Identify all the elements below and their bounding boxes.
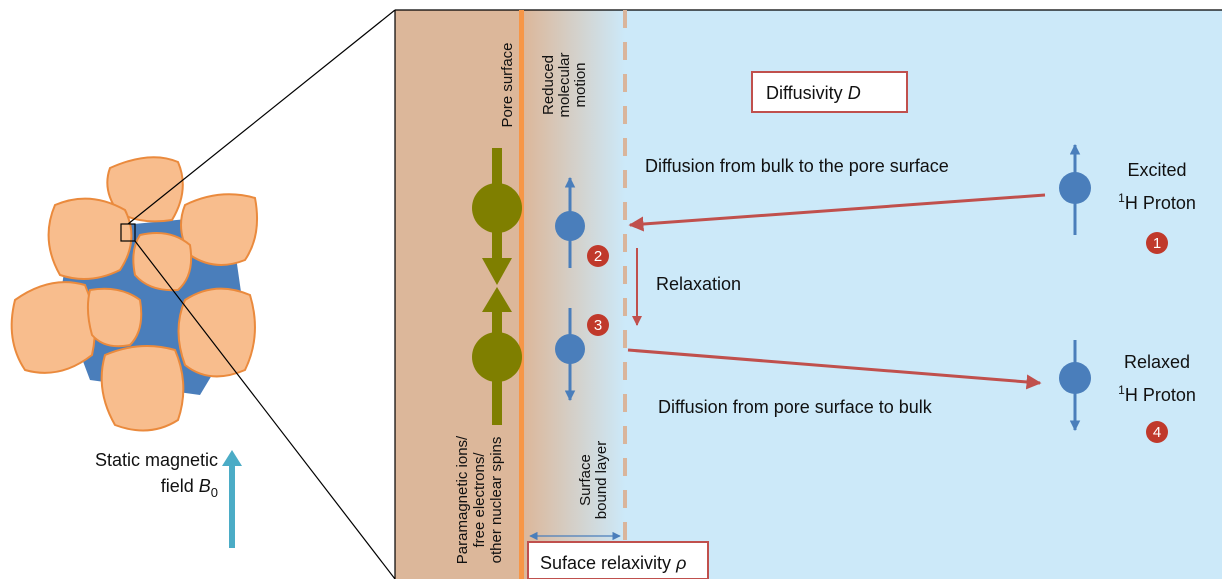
diagram: Static magnetic field B0 Pore surface Re… <box>0 0 1222 579</box>
shape <box>179 289 255 377</box>
paramagnetic-label: free electrons/ <box>471 452 488 548</box>
paramagnetic-label: other nuclear spins <box>488 437 505 564</box>
field-arrow-head <box>222 450 242 466</box>
pore-surface-label: Pore surface <box>499 42 516 127</box>
text-part: D <box>848 83 861 103</box>
diffusivity-label: Diffusivity D <box>766 83 861 103</box>
shape <box>1059 362 1091 394</box>
shape <box>555 334 585 364</box>
relaxed-label: Relaxed <box>1124 352 1190 372</box>
text-part: 0 <box>211 485 218 500</box>
shape <box>555 211 585 241</box>
diffusion-out-label: Diffusion from pore surface to bulk <box>658 397 933 417</box>
reduced-label: Reduced <box>540 55 557 115</box>
surface-layer-label: Surface <box>577 454 594 506</box>
shape <box>12 282 95 373</box>
text-part: Suface relaxivity <box>540 553 671 573</box>
reduced-label: molecular <box>556 52 573 117</box>
paramagnetic-label: Paramagnetic ions/ <box>454 435 471 564</box>
step-number: 4 <box>1153 424 1161 441</box>
text-part: field <box>161 476 194 496</box>
step-number: 2 <box>594 248 602 265</box>
shape <box>472 183 522 233</box>
text-part: ρ <box>675 553 686 573</box>
relaxivity-label: Suface relaxivity ρ <box>540 553 686 573</box>
shape <box>49 199 132 279</box>
shape <box>133 233 191 290</box>
text-part: H Proton <box>1125 385 1196 405</box>
relaxation-label: Relaxation <box>656 274 741 294</box>
text-part: B <box>199 476 211 496</box>
pore-wall <box>519 10 524 579</box>
text-part: H Proton <box>1125 193 1196 213</box>
surface-layer-label: bound layer <box>593 441 610 519</box>
shape <box>472 332 522 382</box>
step-number: 3 <box>594 317 602 334</box>
shape <box>88 289 141 347</box>
shape <box>1059 172 1091 204</box>
reduced-label: motion <box>572 62 589 107</box>
field-label: Static magnetic <box>95 450 218 470</box>
shape <box>128 10 395 224</box>
text-part: Diffusivity <box>766 83 843 103</box>
field-label: field B0 <box>161 476 218 500</box>
shape <box>102 346 184 430</box>
excited-label: 1H Proton <box>1118 191 1196 213</box>
shape <box>181 194 257 265</box>
step-number: 1 <box>1153 235 1161 252</box>
excited-label: Excited <box>1127 160 1186 180</box>
diffusion-in-label: Diffusion from bulk to the pore surface <box>645 156 949 176</box>
relaxed-label: 1H Proton <box>1118 383 1196 405</box>
